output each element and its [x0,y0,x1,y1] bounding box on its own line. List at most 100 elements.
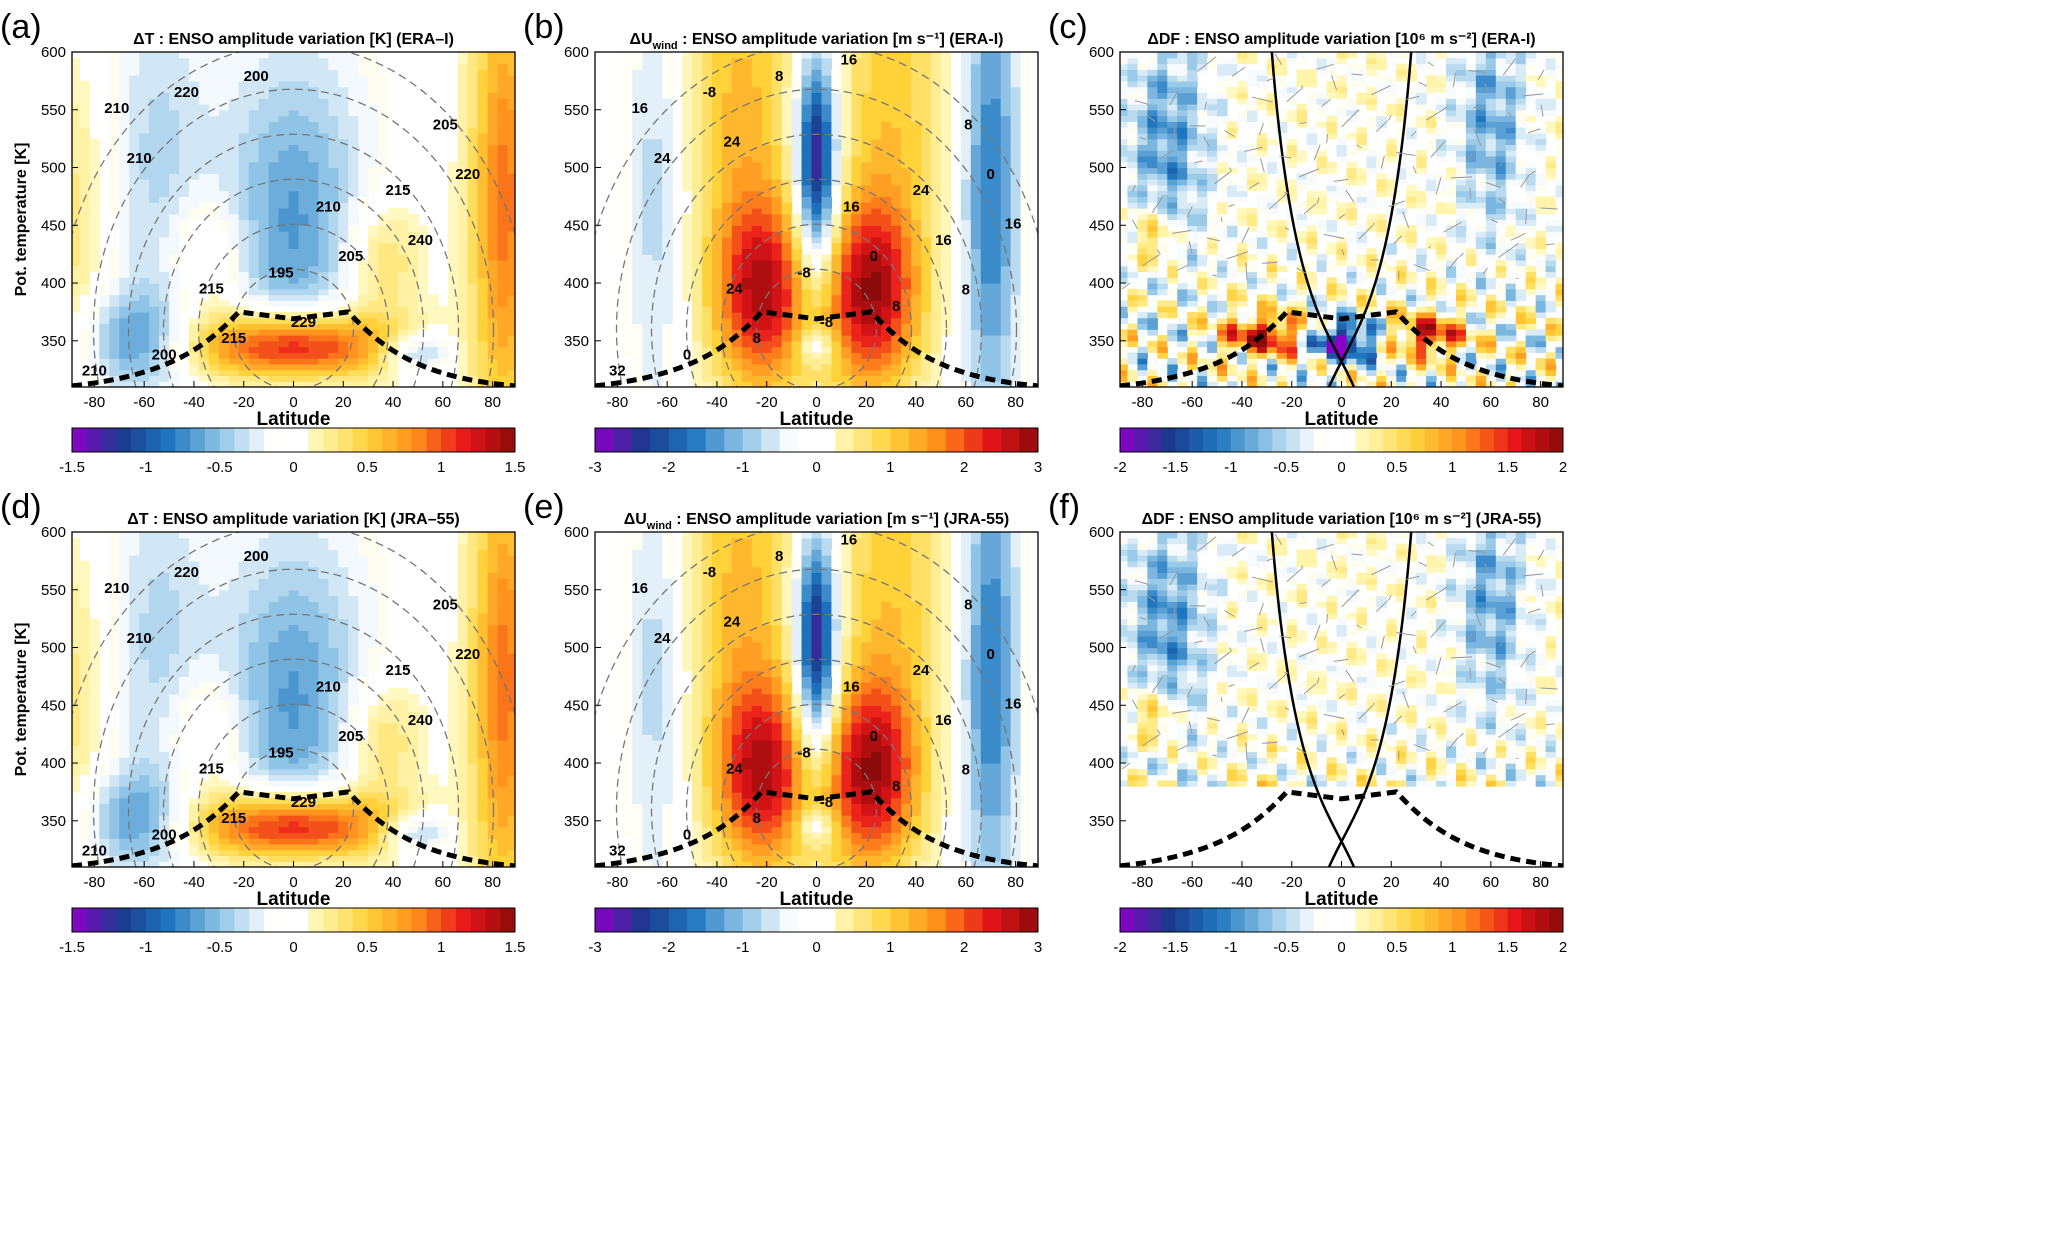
field-cell [940,150,952,157]
field-cell [940,138,952,146]
field-cell [721,127,733,134]
field-cell [711,115,723,122]
field-cell [188,109,200,117]
field-cell [642,155,653,163]
field-cell [970,144,982,151]
field-cell [497,317,509,325]
field-cell [781,138,793,146]
field-cell [288,161,300,169]
field-cell [662,375,673,382]
field-cell [970,213,982,221]
field-cell [771,242,783,249]
field-cell [682,150,693,157]
field-cell [990,346,1002,353]
field-cell [801,196,813,203]
field-cell [761,86,773,94]
field-cell [238,340,250,348]
field-cell [308,109,319,117]
x-tick-label: -80 [84,394,106,411]
colorbar-bin [816,428,836,452]
field-cell [129,132,140,140]
field-cell [338,98,349,105]
field-cell [348,57,359,65]
field-cell [711,231,723,238]
field-cell [348,109,359,117]
field-cell [682,161,693,169]
field-cell [821,207,833,215]
field-cell [901,121,912,128]
field-cell [368,63,379,70]
field-cell [258,225,270,232]
field-cell [159,86,170,94]
field-cell [682,288,693,296]
field-cell [1010,294,1022,301]
field-cell [781,242,793,249]
field-cell [248,179,260,186]
field-cell [487,236,499,244]
field-cell [1000,283,1012,290]
field-cell [1127,207,1139,215]
field-cell [169,369,180,377]
field-cell [831,265,842,273]
field-cell [507,179,515,186]
field-cell [761,207,773,215]
field-cell [288,254,300,261]
field-cell [702,306,713,313]
contour-label: 210 [82,362,107,379]
field-cell [467,109,479,117]
field-cell [711,259,723,267]
field-cell [109,306,120,313]
field-cell [751,306,763,313]
field-cell [811,63,823,70]
colorbar-bin [204,428,221,452]
field-cell [169,283,180,290]
field-cell [407,236,419,244]
field-cell [761,167,773,174]
field-cell [497,323,509,330]
field-cell [891,173,902,180]
field-cell [328,80,339,88]
field-cell [682,52,693,59]
field-cell [477,161,489,169]
field-cell [891,335,902,342]
field-cell [1177,248,1188,255]
field-cell [487,184,499,192]
field-cell [652,167,663,174]
field-cell [328,127,339,134]
field-cell [921,381,932,387]
field-cell [338,109,349,117]
field-cell [1147,179,1158,186]
field-cell [1157,288,1168,296]
field-cell [198,346,210,353]
field-cell [407,254,419,261]
field-cell [1207,92,1218,99]
field-cell [851,329,862,336]
field-cell [288,109,300,117]
field-cell [417,300,429,307]
field-cell [378,109,389,117]
field-cell [1020,329,1032,336]
field-cell [791,132,803,140]
field-cell [1137,352,1148,359]
contour-label: 16 [841,52,858,69]
field-cell [921,190,932,197]
field-cell [1197,283,1208,290]
field-cell [238,265,250,273]
field-cell [248,69,260,76]
field-cell [139,271,150,278]
field-cell [801,346,813,353]
field-cell [378,80,389,88]
field-cell [692,127,703,134]
field-cell [1167,86,1178,94]
field-cell [781,306,793,313]
field-cell [248,98,260,105]
field-cell [1207,127,1218,134]
field-cell [841,173,852,180]
field-cell [821,317,833,325]
field-cell [692,300,703,307]
field-cell [457,80,469,88]
field-cell [821,283,833,290]
field-cell [228,150,240,157]
field-cell [930,173,942,180]
field-cell [911,317,922,325]
